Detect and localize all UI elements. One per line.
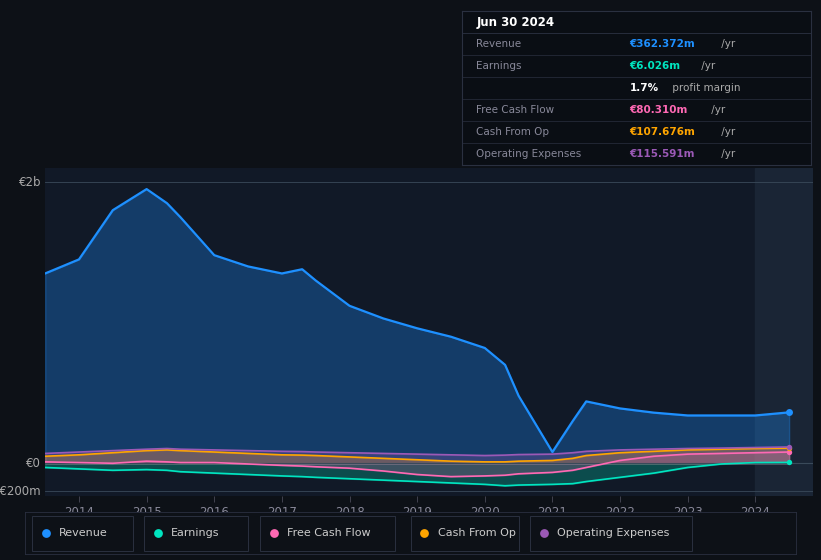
Text: €0: €0 [26,457,41,470]
Text: /yr: /yr [698,61,715,71]
Text: Revenue: Revenue [476,39,521,49]
Text: Earnings: Earnings [476,61,521,71]
Point [782,458,796,467]
Text: Operating Expenses: Operating Expenses [476,149,581,159]
Text: /yr: /yr [708,105,725,115]
Point [782,444,796,452]
Text: 1.7%: 1.7% [630,83,658,93]
Bar [755,168,821,496]
Text: €362.372m: €362.372m [630,39,695,49]
Text: Jun 30 2024: Jun 30 2024 [476,16,554,29]
Text: Cash From Op: Cash From Op [438,529,516,538]
Point [39,529,53,538]
Text: /yr: /yr [718,127,735,137]
Text: Revenue: Revenue [59,529,108,538]
Text: profit margin: profit margin [669,83,741,93]
Text: /yr: /yr [718,149,735,159]
Point [782,447,796,456]
Point [782,442,796,451]
Text: €80.310m: €80.310m [630,105,688,115]
Text: -€200m: -€200m [0,485,41,498]
Text: /yr: /yr [718,39,735,49]
Text: Operating Expenses: Operating Expenses [557,529,669,538]
Text: Cash From Op: Cash From Op [476,127,549,137]
Text: €107.676m: €107.676m [630,127,695,137]
Text: €2b: €2b [19,176,41,189]
Point [538,529,551,538]
Text: €6.026m: €6.026m [630,61,681,71]
Text: Free Cash Flow: Free Cash Flow [287,529,370,538]
Text: Earnings: Earnings [172,529,220,538]
Point [418,529,431,538]
Text: Free Cash Flow: Free Cash Flow [476,105,554,115]
Point [268,529,281,538]
Point [152,529,165,538]
Point [782,408,796,417]
Text: €115.591m: €115.591m [630,149,695,159]
